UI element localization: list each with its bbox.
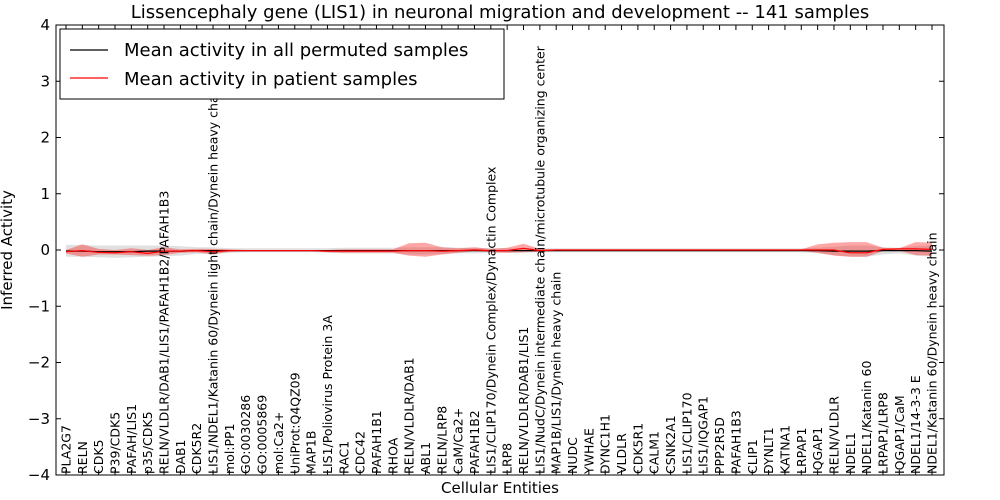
legend-label-permuted: Mean activity in all permuted samples [124, 40, 468, 61]
x-tick-label: PAFAH1B1 [369, 410, 384, 474]
x-tick-label: NDEL1 [843, 432, 858, 474]
x-tick-label: LRP8 [500, 443, 515, 474]
x-tick-label: PPP2R5D [712, 417, 727, 474]
x-tick-label: CDC42 [353, 431, 368, 474]
x-tick-label: LRPAP1 [794, 428, 809, 474]
confidence-bands [66, 242, 932, 258]
x-tick-label: P39/CDK5 [108, 412, 123, 474]
x-tick-label: NDEL1/Katanin 60/Dynein heavy chain [925, 232, 940, 474]
y-tick-label: 2 [40, 129, 50, 147]
x-tick-label: LIS1/CLIP170/Dynein Complex/Dynactin Com… [483, 167, 498, 474]
x-tick-label: LIS1/NudC/Dynein intermediate chain/micr… [532, 45, 547, 474]
band-patient [66, 242, 932, 257]
x-tick-label: VLDLR [614, 433, 629, 474]
y-axis: −4 −3 −2 −1 0 1 2 3 4 [28, 16, 944, 484]
x-tick-label: RELN [75, 441, 90, 474]
x-tick-label: PAFAH/LIS1 [124, 404, 139, 474]
x-tick-label: DYNC1H1 [598, 414, 613, 474]
legend-label-patient: Mean activity in patient samples [124, 69, 418, 90]
x-axis: PLA2G7 RELN CDK5 P39/CDK5 PAFAH/LIS1 p35/CDK5… [59, 25, 940, 475]
x-tick-label: NDEL1/14-3-3 E [908, 375, 923, 474]
x-tick-label: mol:Ca2+ [271, 412, 286, 474]
x-tick-label: NUDC [565, 437, 580, 474]
series-lines [65, 247, 933, 255]
x-tick-label: LIS1/IQGAP1 [696, 396, 711, 474]
x-tick-label: p35/CDK5 [140, 411, 155, 474]
x-tick-label: PAFAH1B2 [467, 410, 482, 474]
x-tick-label: RELN/LRP8 [434, 406, 449, 474]
legend-box [59, 28, 505, 100]
x-tick-label: mol:PP1 [222, 423, 237, 474]
x-tick-label: CDK5 [91, 439, 106, 474]
x-tick-label: RELN/VLDLR [827, 396, 842, 474]
x-tick-label: DAB1 [173, 440, 188, 475]
x-tick-label: MAP1B [304, 431, 319, 474]
x-tick-label: GO:0030286 [238, 395, 253, 474]
y-tick-label: 0 [40, 241, 50, 259]
x-tick-label: ABL1 [418, 442, 433, 474]
x-tick-label: DYNLT1 [761, 427, 776, 474]
x-tick-label: NDEL1/Katanin 60 [859, 361, 874, 474]
x-tick-label: RELN/VLDLR/DAB1/LIS1 [516, 327, 531, 474]
x-tick-label: IQGAP1 [810, 427, 825, 474]
x-tick-label: RHOA [385, 437, 400, 474]
x-tick-label: LIS1/NDEL1/Katanin 60/Dynein light chain… [206, 84, 221, 474]
x-tick-label: LIS1/Poliovirus Protein 3A [320, 315, 335, 474]
x-tick-label: LIS1/CLIP170 [679, 392, 694, 474]
y-axis-label: Inferred Activity [0, 190, 16, 310]
x-tick-label: PAFAH1B3 [728, 410, 743, 474]
legend: Mean activity in all permuted samples Me… [59, 28, 505, 100]
y-tick-label: −4 [28, 466, 50, 484]
x-tick-label: PLA2G7 [59, 425, 74, 474]
chart-title: Lissencephaly gene (LIS1) in neuronal mi… [131, 2, 870, 23]
x-tick-label: MAP1B/LIS1/Dynein heavy chain [549, 272, 564, 474]
x-tick-label: UniProt:Q4QZ09 [287, 372, 302, 474]
x-tick-label: YWHAE [581, 428, 596, 475]
x-tick-label: GO:0005869 [255, 395, 270, 474]
y-tick-label: 1 [40, 185, 50, 203]
y-tick-label: −2 [28, 354, 50, 372]
x-tick-label: CSNK2A1 [663, 415, 678, 474]
x-tick-label: CLIP1 [745, 439, 760, 474]
x-tick-label: RELN/VLDLR/DAB1/LIS1/PAFAH1B2/PAFAH1B3 [157, 191, 172, 474]
x-tick-label: CDK5R2 [189, 423, 204, 474]
x-axis-label: Cellular Entities [441, 479, 559, 497]
x-tick-label: CALM1 [647, 431, 662, 474]
y-tick-label: −3 [28, 410, 50, 428]
x-tick-label: CDK5R1 [630, 423, 645, 474]
x-tick-label: KATNA1 [777, 425, 792, 474]
y-tick-label: −1 [28, 297, 50, 315]
x-tick-label: CaM/Ca2+ [451, 408, 466, 474]
band-permuted [66, 244, 932, 258]
y-tick-label: 3 [40, 72, 50, 90]
x-tick-label: LRPAP1/LRP8 [876, 392, 891, 474]
x-tick-label: RAC1 [336, 441, 351, 474]
y-tick-label: 4 [40, 16, 50, 34]
series-line-patient [65, 247, 933, 255]
x-tick-label: RELN/VLDLR/DAB1 [402, 357, 417, 474]
x-tick-label: IQGAP1/CaM [892, 395, 907, 474]
